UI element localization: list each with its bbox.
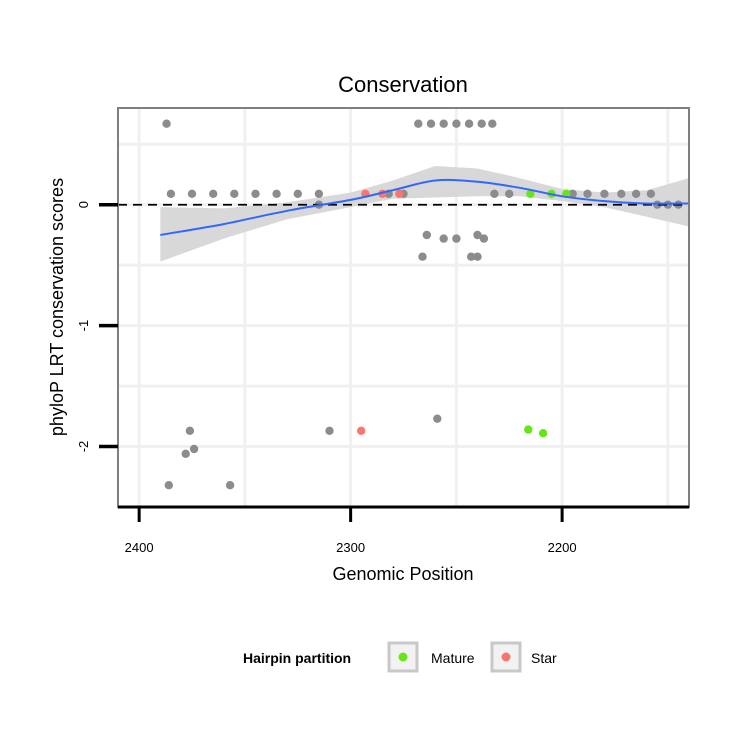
data-point-other <box>166 189 176 198</box>
data-point-other <box>631 189 641 198</box>
data-point-other <box>600 189 609 198</box>
y-axis: 0 -1 -2 <box>76 201 118 452</box>
legend-key-star <box>490 641 522 673</box>
y-axis-title: phyloP LRT conservation scores <box>47 178 67 436</box>
data-point-other <box>464 119 474 128</box>
legend: Hairpin partition Mature Star <box>243 641 557 673</box>
legend-dot-star <box>501 652 511 662</box>
data-point-mature <box>538 429 548 438</box>
data-point-other <box>490 189 499 198</box>
chart-title: Conservation <box>338 72 468 97</box>
data-point-other <box>230 189 239 198</box>
data-point-other <box>583 189 592 198</box>
data-point-other <box>185 426 195 435</box>
data-point-other <box>452 119 461 128</box>
data-point-other <box>473 230 482 240</box>
x-tick-label: 2300 <box>336 540 365 555</box>
data-point-other <box>251 189 260 198</box>
data-point-other <box>293 189 302 198</box>
legend-dot-mature <box>398 652 408 662</box>
x-axis-title: Genomic Position <box>332 564 473 584</box>
data-point-other <box>473 252 482 261</box>
data-point-other <box>426 119 436 128</box>
data-point-other <box>505 189 514 198</box>
data-point-other <box>663 200 673 209</box>
data-point-other <box>617 189 626 198</box>
data-point-other <box>653 200 662 209</box>
data-point-other <box>314 189 324 198</box>
data-point-mature <box>526 189 535 198</box>
data-point-other <box>414 119 423 128</box>
data-point-other <box>646 189 656 198</box>
grid-lines <box>118 108 689 507</box>
data-point-other <box>162 119 171 128</box>
data-point-other <box>181 449 190 458</box>
data-point-other <box>477 119 486 128</box>
legend-title: Hairpin partition <box>243 650 351 666</box>
data-point-other <box>164 481 173 490</box>
data-point-other <box>488 119 497 128</box>
data-point-other <box>422 230 431 240</box>
x-tick-label: 2200 <box>548 540 577 555</box>
data-point-other <box>439 234 448 243</box>
data-point-other <box>225 481 235 490</box>
data-point-other <box>479 234 489 243</box>
data-point-other <box>187 189 197 198</box>
data-point-other <box>467 252 476 261</box>
x-tick-label: 2400 <box>125 540 154 555</box>
data-point-mature <box>524 425 533 434</box>
data-point-other <box>452 234 461 243</box>
x-axis: 2400 2300 2200 <box>118 505 689 555</box>
data-points-layer <box>162 119 683 490</box>
data-point-other <box>325 426 334 435</box>
legend-label-mature: Mature <box>431 650 475 666</box>
confidence-band-layer <box>160 166 690 262</box>
legend-label-star: Star <box>531 650 557 666</box>
y-tick-label: -2 <box>76 441 91 453</box>
data-point-other <box>439 119 448 128</box>
data-point-other <box>272 189 281 198</box>
smooth-line-layer <box>160 178 690 236</box>
y-tick-label: 0 <box>76 201 91 208</box>
smooth-trend-line <box>160 178 690 236</box>
data-point-other <box>189 444 199 454</box>
y-tick-label: -1 <box>76 320 91 332</box>
data-point-other <box>418 252 427 261</box>
data-point-other <box>568 189 577 198</box>
data-point-star <box>357 426 366 435</box>
data-point-other <box>433 414 442 423</box>
data-point-star <box>395 189 404 198</box>
confidence-band <box>160 166 690 262</box>
data-point-other <box>209 189 218 198</box>
